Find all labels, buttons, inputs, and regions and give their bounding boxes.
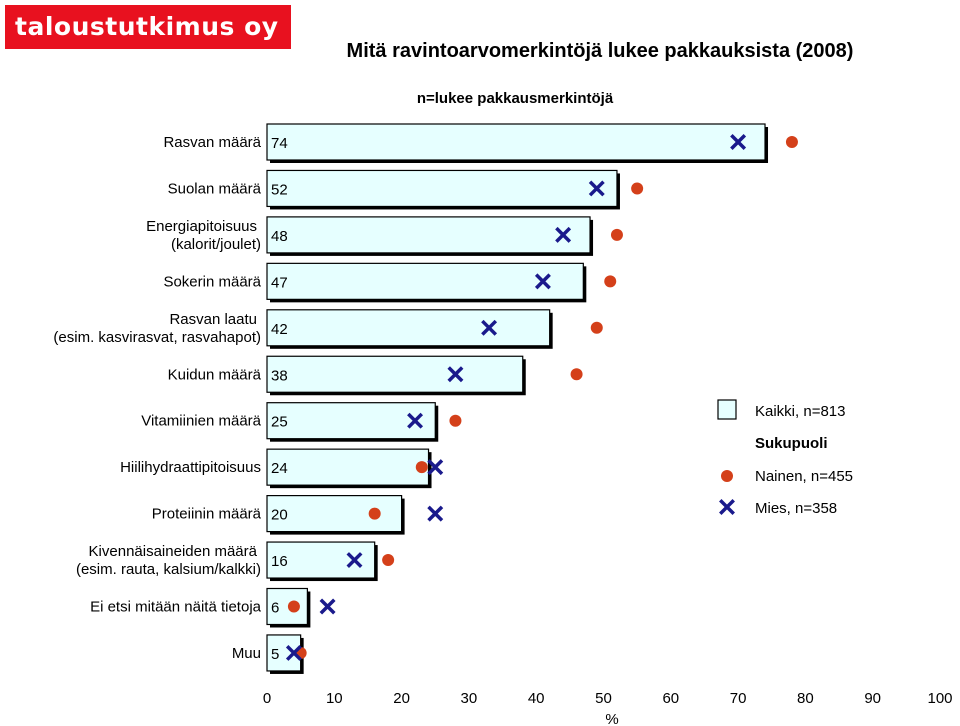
- bar-value-label: 16: [271, 553, 288, 570]
- women-marker: [610, 228, 623, 241]
- x-tick-label: 50: [595, 690, 612, 707]
- men-marker: [427, 505, 444, 522]
- women-marker: [604, 275, 617, 288]
- bar: [266, 355, 524, 393]
- bar: [266, 541, 376, 579]
- category-label: (esim. kasvirasvat, rasvahapot): [53, 329, 261, 346]
- women-marker: [785, 136, 798, 148]
- x-tick-label: 30: [461, 690, 478, 707]
- bar-value-label: 42: [271, 321, 288, 338]
- women-marker: [449, 414, 462, 427]
- category-label: Vitamiinien määrä: [141, 413, 261, 430]
- category-label: Rasvan määrä: [163, 134, 261, 151]
- x-tick-label: 20: [393, 690, 410, 707]
- women-marker: [590, 321, 603, 334]
- x-tick-label: 90: [864, 690, 881, 707]
- x-tick-label: 80: [797, 690, 814, 707]
- women-marker: [368, 507, 381, 520]
- men-marker: [346, 552, 363, 569]
- bar-value-label: 52: [271, 181, 288, 198]
- x-tick-label: 70: [730, 690, 747, 707]
- bar-value-label: 24: [271, 460, 288, 477]
- bar-value-label: 5: [271, 646, 279, 663]
- men-marker: [407, 412, 424, 429]
- men-marker: [319, 598, 336, 615]
- x-tick-label: 0: [263, 690, 271, 707]
- bar-value-label: 48: [271, 228, 288, 245]
- x-axis-label: %: [605, 711, 618, 726]
- bar: [266, 169, 618, 208]
- bar-value-label: 20: [271, 507, 288, 524]
- men-marker: [285, 644, 302, 661]
- bar-value-label: 47: [271, 274, 288, 291]
- category-label: Sokerin määrä: [163, 273, 261, 290]
- category-label: Rasvan laatu: [169, 311, 257, 328]
- bar-value-label: 25: [271, 414, 288, 431]
- category-label: Ei etsi mitään näitä tietoja: [90, 599, 262, 616]
- category-label: Suolan määrä: [168, 180, 262, 197]
- men-marker: [534, 273, 551, 290]
- x-tick-label: 100: [927, 690, 952, 707]
- men-marker: [555, 226, 572, 243]
- x-tick-label: 60: [662, 690, 679, 707]
- bar-value-label: 38: [271, 367, 288, 384]
- bar-value-label: 74: [271, 135, 288, 152]
- bar: [266, 402, 436, 440]
- legend-label: Kaikki, n=813: [755, 403, 845, 420]
- bar-value-label: 6: [271, 600, 279, 617]
- women-marker: [570, 368, 583, 381]
- category-label: Energiapitoisuus: [146, 218, 257, 235]
- bar: [266, 262, 584, 300]
- legend-marker-men: [719, 499, 735, 515]
- category-label: Hiilihydraattipitoisuus: [120, 459, 261, 476]
- women-marker: [415, 461, 428, 474]
- x-tick-label: 40: [528, 690, 545, 707]
- women-marker: [631, 182, 644, 195]
- men-marker: [588, 180, 605, 197]
- company-logo: taloustutkimus oy: [5, 5, 291, 49]
- bar: [266, 448, 430, 486]
- bar: [266, 309, 551, 347]
- bar: [266, 216, 591, 254]
- logo-text: taloustutkimus oy: [15, 12, 279, 41]
- men-marker: [427, 459, 444, 476]
- legend-label: Mies, n=358: [755, 500, 837, 517]
- legend-marker-women: [721, 470, 733, 482]
- women-marker: [287, 600, 300, 613]
- category-label: Muu: [232, 645, 261, 662]
- category-label: Proteiinin määrä: [152, 506, 262, 523]
- category-label: (kalorit/joulet): [171, 236, 261, 253]
- chart-title: Mitä ravintoarvomerkintöjä lukee pakkauk…: [346, 40, 854, 62]
- bar: [266, 123, 766, 161]
- legend-label: Nainen, n=455: [755, 468, 853, 485]
- category-label: (esim. rauta, kalsium/kalkki): [76, 561, 261, 578]
- men-marker: [481, 319, 498, 336]
- category-label: Kuidun määrä: [168, 366, 262, 383]
- category-label: Kivennäisaineiden määrä: [89, 543, 258, 560]
- legend-swatch-bar: [717, 399, 737, 420]
- bar: [266, 587, 308, 626]
- men-marker: [730, 134, 747, 150]
- x-tick-label: 10: [326, 690, 343, 707]
- women-marker: [382, 554, 395, 567]
- legend-title: Sukupuoli: [755, 435, 828, 452]
- men-marker: [447, 366, 464, 383]
- chart-subtitle: n=lukee pakkausmerkintöjä: [416, 90, 614, 107]
